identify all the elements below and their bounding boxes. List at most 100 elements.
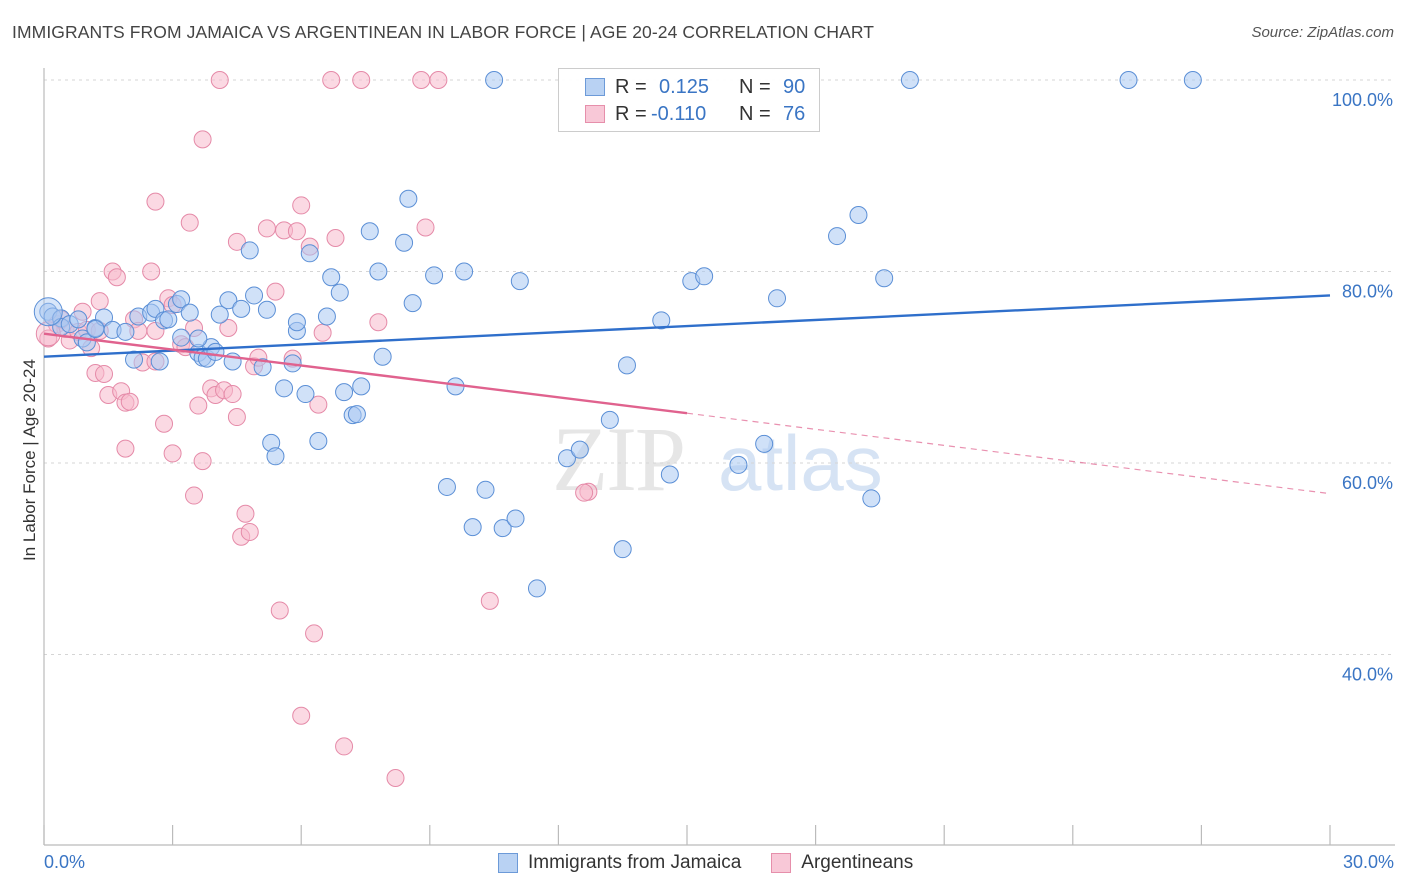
jamaica-point (352, 377, 371, 396)
argentinean-point (266, 282, 285, 301)
series-legend-item-jamaica: Immigrants from Jamaica (498, 852, 741, 874)
jamaica-point (116, 322, 135, 341)
jamaica-point (755, 434, 774, 453)
jamaica-point (875, 269, 894, 288)
argentinean-point (292, 706, 311, 725)
argentineans-points (35, 71, 598, 788)
argentinean-point (227, 232, 246, 251)
jamaica-point (86, 319, 105, 338)
y-tick-labels: 100.0% 80.0% 60.0% 40.0% (1332, 90, 1393, 685)
argentinean-point (480, 591, 499, 610)
argentinean-point (313, 323, 332, 342)
chart-title: IMMIGRANTS FROM JAMAICA VS ARGENTINEAN I… (12, 22, 875, 42)
jamaica-point (828, 227, 847, 246)
jamaica-point (150, 352, 169, 371)
argentinean-point (326, 228, 345, 247)
argentinean-point (180, 213, 199, 232)
jamaica-trend-line (43, 294, 1331, 358)
argentinean-point (155, 414, 174, 433)
y-axis-label: In Labor Force | Age 20-24 (20, 359, 39, 561)
jamaica-point (527, 579, 546, 598)
argentinean-point (575, 483, 594, 502)
jamaica-point (485, 71, 504, 89)
jamaica-point (463, 518, 482, 537)
axes (43, 68, 1395, 846)
argentinean-point (95, 364, 114, 383)
jamaica-point (1183, 71, 1202, 89)
jamaica-point (1119, 71, 1138, 89)
jamaica-point (210, 305, 229, 324)
argentinean-point (90, 292, 109, 311)
jamaica-point (395, 233, 414, 252)
y-tick-label: 40.0% (1342, 665, 1393, 685)
jamaica-point (219, 291, 238, 310)
argentinean-point (227, 408, 246, 427)
argentinean-point (223, 385, 242, 404)
y-tick-label: 60.0% (1342, 473, 1393, 493)
argentinean-point (287, 222, 306, 241)
argentinean-point (193, 130, 212, 149)
jamaica-point (172, 328, 191, 347)
jamaica-point (253, 358, 272, 377)
argentinean-point (163, 444, 182, 463)
jamaica-point (360, 222, 379, 241)
jamaica-point (189, 329, 208, 348)
legend-swatch-pink (585, 105, 605, 123)
argentinean-point (412, 71, 431, 89)
argentinean-point (386, 769, 405, 788)
argentinean-point (219, 318, 238, 337)
jamaica-point (206, 342, 225, 361)
jamaica-point (613, 540, 632, 559)
legend-n-label: N = (739, 102, 771, 125)
jamaica-point (652, 311, 671, 330)
legend-row-argentineans: R = -0.110 N = 76 (585, 102, 805, 126)
argentinean-point (236, 504, 255, 523)
jamaica-point (309, 431, 328, 450)
argentinean-point (416, 218, 435, 237)
x-tick-min: 0.0% (44, 852, 86, 872)
jamaica-point (493, 519, 512, 538)
jamaica-point (437, 477, 456, 496)
gridlines (44, 79, 1395, 655)
legend-row-jamaica: R = 0.125 N = 90 (585, 75, 805, 99)
argentinean-point (270, 601, 289, 620)
jamaica-point (506, 509, 525, 528)
argentinean-point (352, 71, 371, 89)
legend-r-value: 0.125 (659, 75, 710, 98)
jamaica-point (403, 294, 422, 313)
argentinean-point (322, 71, 341, 89)
argentinean-point (146, 192, 165, 211)
jamaica-point (335, 383, 354, 402)
jamaica-point (172, 290, 191, 309)
argentinean-point (193, 452, 212, 471)
jamaica-point (287, 313, 306, 332)
argentinean-point (185, 486, 204, 505)
jamaica-cluster-point (33, 297, 63, 327)
argentinean-point (292, 196, 311, 215)
argentinean-trend-line (43, 332, 688, 415)
argentinean-point (120, 392, 139, 411)
jamaica-point (275, 379, 294, 398)
series-swatch-blue (498, 853, 518, 873)
jamaica-point (660, 465, 679, 484)
jamaica-point (425, 266, 444, 285)
jamaica-point (369, 262, 388, 281)
jamaica-point (317, 307, 336, 326)
jamaica-point (476, 480, 495, 499)
jamaica-point (180, 303, 199, 322)
jamaica-point (125, 350, 144, 369)
argentinean-point (305, 624, 324, 643)
argentinean-point (335, 737, 354, 756)
series-legend-item-argentineans: Argentineans (771, 852, 913, 874)
chart-source: Source: ZipAtlas.com (1251, 24, 1394, 41)
x-tick-max: 30.0% (1342, 852, 1394, 872)
jamaica-point (245, 286, 264, 305)
legend-r-label: R = (615, 102, 647, 125)
legend-n-value: 90 (783, 75, 806, 98)
jamaica-point (900, 71, 919, 89)
series-legend-label: Immigrants from Jamaica (528, 852, 742, 873)
legend-n-label: N = (739, 75, 771, 98)
jamaica-point (729, 455, 748, 474)
series-legend-label: Argentineans (801, 852, 914, 873)
argentinean-point (210, 71, 229, 89)
